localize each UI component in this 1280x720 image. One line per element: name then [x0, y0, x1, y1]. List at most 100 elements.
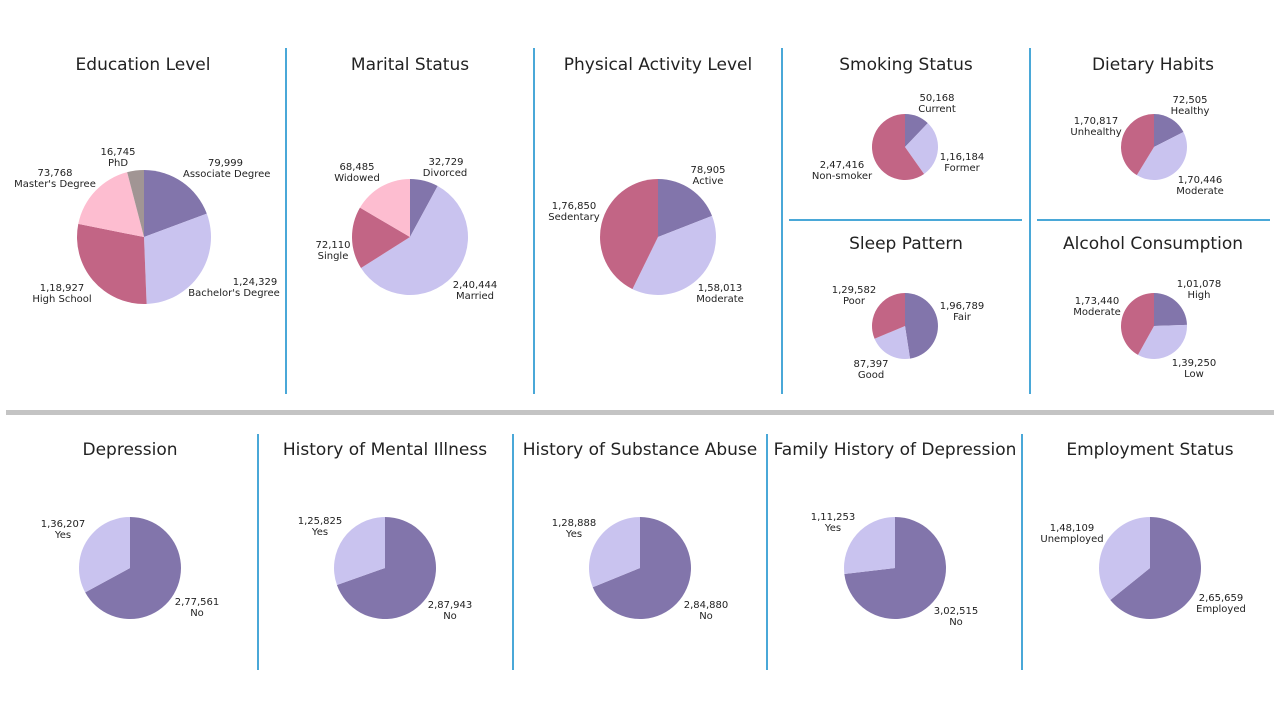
- pie-labels: 72,505 Healthy 1,70,446 Moderate 1,70,81…: [1070, 95, 1223, 197]
- pie-labels: 78,905 Active 1,58,013 Moderate 1,76,850…: [548, 165, 743, 305]
- chart-title: Depression: [82, 440, 177, 460]
- category-label: PhD: [108, 158, 128, 169]
- pie-slice-unhealthy: [1121, 114, 1154, 176]
- mental-illness-history-chart: History of Mental Illness 2,87,943 No 1,…: [258, 420, 513, 680]
- category-label: Active: [693, 176, 724, 187]
- category-label: Associate Degree: [183, 169, 270, 180]
- category-label: Low: [1184, 369, 1204, 380]
- pie-labels: 1,96,789 Fair 87,397 Good 1,29,582 Poor: [832, 285, 985, 381]
- value-label: 1,18,927: [40, 283, 85, 294]
- pie-slice-associate-degree: [144, 170, 207, 237]
- chart-title: Smoking Status: [839, 55, 973, 75]
- category-label: Yes: [824, 523, 841, 534]
- chart-title: Marital Status: [351, 55, 469, 75]
- pie-slice-no: [336, 517, 437, 619]
- value-label: 2,87,943: [428, 600, 473, 611]
- pie-labels: 2,77,561 No 1,36,207 Yes: [41, 519, 220, 619]
- value-label: 1,36,207: [41, 519, 86, 530]
- category-label: Divorced: [423, 168, 467, 179]
- value-label: 1,11,253: [811, 512, 856, 523]
- category-label: Master's Degree: [14, 179, 96, 190]
- category-label: Moderate: [1176, 186, 1224, 197]
- category-label: Good: [858, 370, 884, 381]
- value-label: 1,48,109: [1050, 523, 1095, 534]
- column-divider: [1021, 434, 1023, 670]
- column-divider: [1029, 48, 1031, 394]
- pie-slice-divorced: [410, 179, 438, 237]
- value-label: 50,168: [920, 93, 955, 104]
- category-label: Yes: [565, 529, 582, 540]
- value-label: 2,65,659: [1199, 593, 1244, 604]
- pie-slice-employed: [1110, 517, 1202, 619]
- pie-slice-non-smoker: [871, 114, 925, 180]
- row-divider: [1037, 219, 1270, 221]
- category-label: Non-smoker: [812, 171, 873, 182]
- pie-labels: 2,84,880 No 1,28,888 Yes: [552, 518, 729, 622]
- category-label: Yes: [54, 530, 71, 541]
- pie-slice-bachelor-s-degree: [144, 213, 212, 304]
- value-label: 1,39,250: [1172, 358, 1217, 369]
- pie-slice-single: [352, 207, 410, 269]
- category-label: High School: [32, 294, 91, 305]
- value-label: 1,58,013: [698, 283, 743, 294]
- value-label: 72,110: [316, 240, 351, 251]
- pie-slice-low: [1137, 324, 1188, 360]
- employment-status-chart: Employment Status 2,65,659 Employed 1,48…: [1022, 420, 1280, 680]
- pie-labels: 32,729 Divorced 2,40,444 Married 72,110 …: [316, 157, 498, 302]
- value-label: 72,505: [1173, 95, 1208, 106]
- chart-title: Physical Activity Level: [564, 55, 752, 75]
- pie-slice-healthy: [1154, 114, 1184, 147]
- pie-slice-poor: [872, 293, 905, 339]
- pie-slice-master-s-degree: [78, 172, 144, 237]
- chart-title: Education Level: [76, 55, 211, 75]
- pie-slice-yes: [588, 517, 640, 588]
- category-label: Current: [918, 104, 956, 115]
- pie-labels: 1,01,078 High 1,39,250 Low 1,73,440 Mode…: [1073, 279, 1221, 380]
- physical-activity-chart: Physical Activity Level 78,905 Active 1,…: [534, 0, 782, 400]
- category-label: Married: [456, 291, 494, 302]
- pie-labels: 2,65,659 Employed 1,48,109 Unemployed: [1040, 523, 1245, 615]
- pie-slice-no: [844, 517, 947, 619]
- education-level-chart: Education Level 79,999 Associate Degree …: [0, 0, 286, 400]
- substance-abuse-history-chart: History of Substance Abuse 2,84,880 No 1…: [513, 420, 767, 680]
- value-label: 1,70,446: [1178, 175, 1223, 186]
- value-label: 79,999: [208, 158, 243, 169]
- value-label: 1,76,850: [552, 201, 597, 212]
- row-divider: [789, 219, 1022, 221]
- pie-slice-sedentary: [600, 179, 658, 290]
- pie-slice-moderate: [632, 215, 716, 295]
- value-label: 87,397: [854, 359, 889, 370]
- category-label: Sedentary: [548, 212, 599, 223]
- pie-slice-no: [592, 517, 691, 619]
- pie-slice-fair: [905, 293, 938, 359]
- value-label: 78,905: [691, 165, 726, 176]
- value-label: 1,96,789: [940, 301, 985, 312]
- column-divider: [766, 434, 768, 670]
- sleep-pattern-chart: Sleep Pattern 1,96,789 Fair 87,397 Good …: [782, 220, 1030, 400]
- pie-slice-no: [85, 517, 181, 619]
- category-label: No: [190, 608, 204, 619]
- pie-slice-yes: [334, 517, 385, 585]
- chart-title: Alcohol Consumption: [1063, 234, 1243, 254]
- pie-labels: 50,168 Current 1,16,184 Former 2,47,416 …: [812, 93, 984, 182]
- alcohol-consumption-chart: Alcohol Consumption 1,01,078 High 1,39,2…: [1030, 220, 1280, 400]
- category-label: Unhealthy: [1070, 127, 1121, 138]
- category-label: No: [699, 611, 713, 622]
- value-label: 1,73,440: [1075, 296, 1120, 307]
- category-label: Former: [944, 163, 980, 174]
- marital-status-chart: Marital Status 32,729 Divorced 2,40,444 …: [286, 0, 534, 400]
- pie-slice-active: [658, 179, 713, 237]
- chart-title: Employment Status: [1066, 440, 1233, 460]
- value-label: 2,84,880: [684, 600, 729, 611]
- value-label: 68,485: [340, 162, 375, 173]
- category-label: No: [949, 617, 963, 628]
- column-divider: [533, 48, 535, 394]
- value-label: 73,768: [38, 168, 73, 179]
- category-label: Poor: [843, 296, 866, 307]
- column-divider: [285, 48, 287, 394]
- chart-title: Dietary Habits: [1092, 55, 1214, 75]
- category-label: Widowed: [334, 173, 380, 184]
- value-label: 1,24,329: [233, 277, 278, 288]
- pie-slice-good: [874, 326, 911, 359]
- pie-labels: 79,999 Associate Degree 1,24,329 Bachelo…: [14, 147, 280, 305]
